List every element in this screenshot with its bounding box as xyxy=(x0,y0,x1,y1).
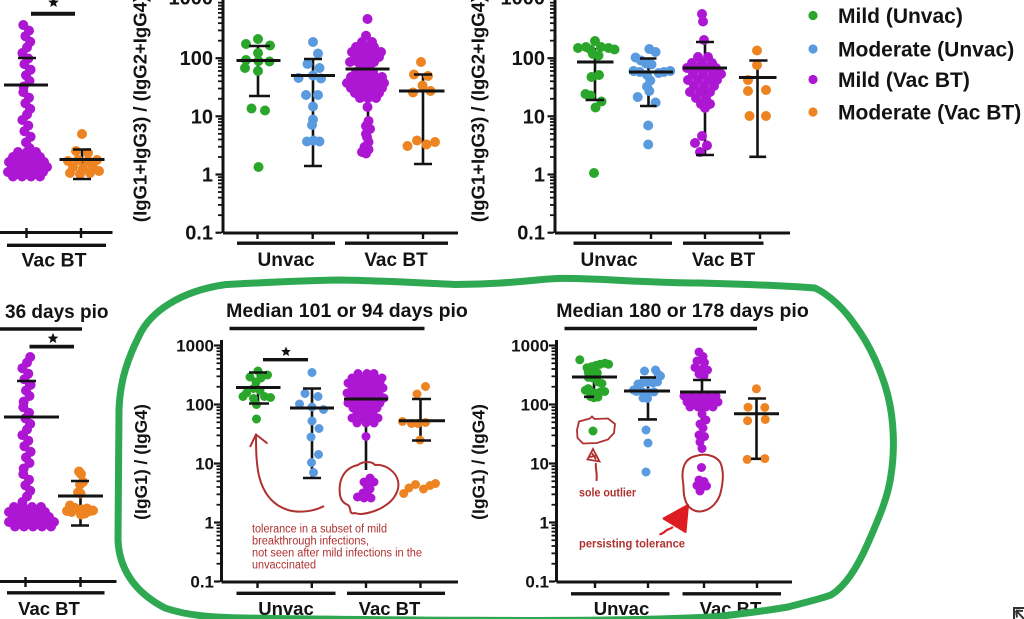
svg-text:1000: 1000 xyxy=(501,0,546,10)
svg-text:Vac BT: Vac BT xyxy=(364,250,428,271)
svg-text:0.1: 0.1 xyxy=(525,572,549,591)
svg-text:(IgG1+IgG3) / (IgG2+IgG4): (IgG1+IgG3) / (IgG2+IgG4) xyxy=(468,0,489,222)
svg-text:1: 1 xyxy=(202,165,213,187)
svg-text:0.1: 0.1 xyxy=(190,572,214,591)
svg-text:Median 180 or 178 days pio: Median 180 or 178 days pio xyxy=(556,300,809,322)
svg-text:Vac BT: Vac BT xyxy=(692,250,756,271)
svg-text:1: 1 xyxy=(534,165,545,187)
svg-text:unvaccinated: unvaccinated xyxy=(252,560,316,572)
svg-text:sole outlier: sole outlier xyxy=(579,486,636,500)
svg-text:100: 100 xyxy=(180,48,213,70)
svg-text:tolerance in a subset of mild: tolerance in a subset of mild xyxy=(252,524,387,536)
svg-text:10: 10 xyxy=(530,454,549,473)
svg-text:breakthrough infections,: breakthrough infections, xyxy=(252,536,369,548)
svg-text:0.1: 0.1 xyxy=(517,223,545,245)
svg-text:1000: 1000 xyxy=(176,336,214,355)
svg-text:10: 10 xyxy=(191,106,213,128)
svg-text:1: 1 xyxy=(205,513,214,532)
svg-text:(IgG1) / (IgG4): (IgG1) / (IgG4) xyxy=(131,404,151,520)
svg-text:Unvac: Unvac xyxy=(594,598,650,619)
svg-text:Mild (Vac BT): Mild (Vac BT) xyxy=(838,69,970,92)
svg-text:(IgG1+IgG3) / (IgG2+IgG4): (IgG1+IgG3) / (IgG2+IgG4) xyxy=(130,0,151,222)
svg-text:Vac BT: Vac BT xyxy=(18,598,80,619)
svg-text:1000: 1000 xyxy=(169,0,214,10)
svg-text:persisting tolerance: persisting tolerance xyxy=(579,537,685,551)
svg-text:Median 101 or 94 days pio: Median 101 or 94 days pio xyxy=(226,300,468,322)
svg-text:0.1: 0.1 xyxy=(185,223,213,245)
svg-text:Mild (Unvac): Mild (Unvac) xyxy=(838,5,963,28)
svg-text:Unvac: Unvac xyxy=(580,250,637,271)
svg-text:10: 10 xyxy=(195,454,214,473)
svg-text:100: 100 xyxy=(512,48,545,70)
svg-text:(IgG1) / (IgG4): (IgG1) / (IgG4) xyxy=(469,404,489,520)
svg-text:Vac BT: Vac BT xyxy=(21,250,86,272)
svg-text:1000: 1000 xyxy=(511,336,549,355)
svg-text:100: 100 xyxy=(186,395,214,414)
svg-text:not seen after mild infections: not seen after mild infections in the xyxy=(252,548,422,560)
svg-text:36 days pio: 36 days pio xyxy=(5,302,109,323)
svg-text:1: 1 xyxy=(540,513,549,532)
svg-text:Moderate (Unvac): Moderate (Unvac) xyxy=(838,39,1014,62)
svg-text:Vac BT: Vac BT xyxy=(359,598,421,619)
svg-text:Unvac: Unvac xyxy=(257,250,314,271)
svg-text:Moderate (Vac BT): Moderate (Vac BT) xyxy=(838,102,1021,125)
svg-text:Unvac: Unvac xyxy=(258,598,314,619)
svg-text:10: 10 xyxy=(523,106,545,128)
svg-text:100: 100 xyxy=(521,395,549,414)
